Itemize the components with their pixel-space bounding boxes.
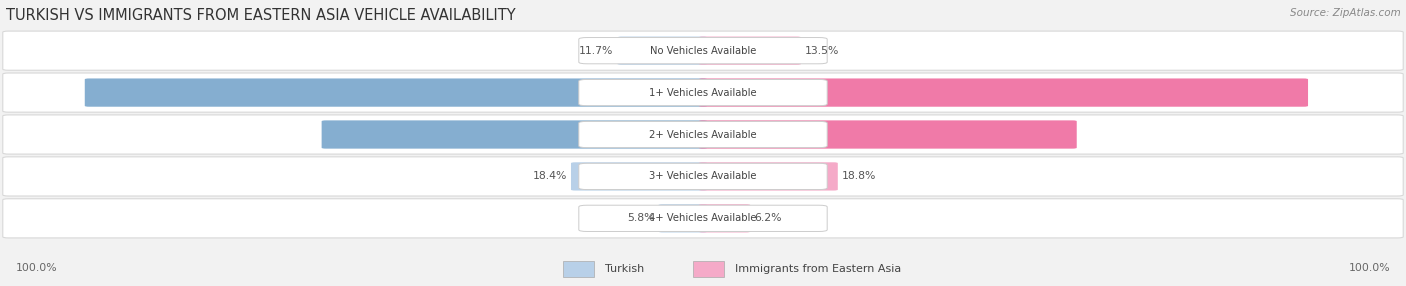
Text: 4+ Vehicles Available: 4+ Vehicles Available [650,213,756,223]
Text: 3+ Vehicles Available: 3+ Vehicles Available [650,171,756,181]
Text: Immigrants from Eastern Asia: Immigrants from Eastern Asia [735,264,901,274]
FancyBboxPatch shape [699,37,801,65]
Text: 86.5%: 86.5% [1348,88,1386,98]
Text: Turkish: Turkish [605,264,644,274]
FancyBboxPatch shape [579,121,827,148]
Text: 6.2%: 6.2% [755,213,782,223]
FancyBboxPatch shape [617,37,707,65]
FancyBboxPatch shape [693,261,724,277]
Text: TURKISH VS IMMIGRANTS FROM EASTERN ASIA VEHICLE AVAILABILITY: TURKISH VS IMMIGRANTS FROM EASTERN ASIA … [6,9,515,23]
Text: 5.8%: 5.8% [627,213,654,223]
FancyBboxPatch shape [579,37,827,64]
FancyBboxPatch shape [658,204,707,233]
Text: 2+ Vehicles Available: 2+ Vehicles Available [650,130,756,140]
FancyBboxPatch shape [322,120,707,149]
Text: 100.0%: 100.0% [15,263,58,273]
FancyBboxPatch shape [84,78,707,107]
Text: 11.7%: 11.7% [579,46,613,56]
FancyBboxPatch shape [579,80,827,106]
FancyBboxPatch shape [579,205,827,231]
FancyBboxPatch shape [3,73,1403,112]
Text: 1+ Vehicles Available: 1+ Vehicles Available [650,88,756,98]
FancyBboxPatch shape [3,199,1403,238]
FancyBboxPatch shape [571,162,707,190]
Text: 100.0%: 100.0% [1348,263,1391,273]
FancyBboxPatch shape [3,115,1403,154]
FancyBboxPatch shape [699,78,1308,107]
Text: Source: ZipAtlas.com: Source: ZipAtlas.com [1289,9,1400,19]
FancyBboxPatch shape [3,157,1403,196]
FancyBboxPatch shape [579,163,827,190]
FancyBboxPatch shape [699,162,838,190]
FancyBboxPatch shape [562,261,593,277]
Text: 18.8%: 18.8% [842,171,876,181]
FancyBboxPatch shape [3,31,1403,70]
FancyBboxPatch shape [699,120,1077,149]
Text: 53.2%: 53.2% [1348,130,1386,140]
Text: 88.4%: 88.4% [20,88,58,98]
Text: 18.4%: 18.4% [533,171,567,181]
Text: 13.5%: 13.5% [806,46,839,56]
Text: 54.3%: 54.3% [20,130,58,140]
Text: No Vehicles Available: No Vehicles Available [650,46,756,56]
FancyBboxPatch shape [699,204,751,233]
